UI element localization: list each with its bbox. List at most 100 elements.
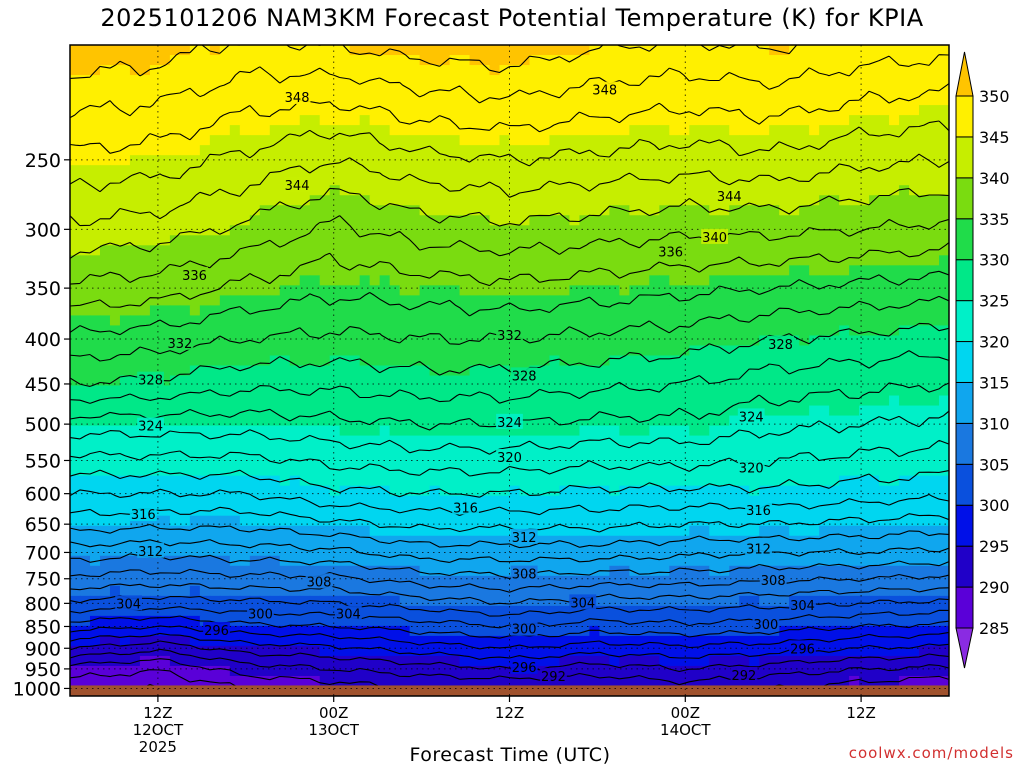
theta-fill-cell <box>539 55 551 66</box>
theta-fill-cell <box>729 245 740 256</box>
theta-fill-cell <box>579 295 591 306</box>
theta-fill-cell <box>429 225 441 236</box>
theta-fill-cell <box>289 285 301 296</box>
theta-fill-cell <box>179 535 191 547</box>
theta-fill-cell <box>179 185 191 196</box>
theta-fill-cell <box>329 135 341 146</box>
theta-fill-cell <box>349 105 361 116</box>
theta-fill-cell <box>559 255 571 266</box>
theta-fill-cell <box>559 115 571 126</box>
theta-fill-cell <box>559 505 571 517</box>
theta-fill-cell <box>909 365 920 377</box>
theta-fill-cell <box>239 565 251 577</box>
theta-fill-cell <box>669 425 680 437</box>
theta-fill-cell <box>789 95 800 106</box>
theta-fill-cell <box>70 295 81 306</box>
theta-fill-cell <box>519 95 531 106</box>
theta-fill-cell <box>409 585 421 597</box>
theta-fill-cell <box>239 175 251 186</box>
theta-fill-cell <box>789 275 800 286</box>
theta-fill-cell <box>899 425 910 437</box>
theta-fill-cell <box>229 165 241 176</box>
theta-fill-cell <box>179 445 191 457</box>
theta-fill-cell <box>729 585 740 597</box>
theta-fill-cell <box>359 395 371 407</box>
theta-fill-cell <box>699 415 710 427</box>
theta-fill-cell <box>419 85 431 96</box>
theta-fill-cell <box>70 305 81 317</box>
theta-fill-cell <box>939 345 949 357</box>
theta-fill-cell <box>529 105 541 116</box>
theta-fill-cell <box>709 105 720 116</box>
theta-fill-cell <box>809 185 820 196</box>
theta-fill-cell <box>299 165 311 176</box>
theta-fill-cell <box>379 465 391 477</box>
theta-fill-cell <box>899 145 910 156</box>
theta-fill-cell <box>879 265 890 276</box>
theta-fill-cell <box>589 265 600 276</box>
theta-fill-cell <box>529 95 541 106</box>
theta-fill-cell <box>789 195 800 206</box>
theta-fill-cell <box>379 275 391 286</box>
theta-fill-cell <box>809 505 820 517</box>
theta-fill-cell <box>369 65 381 76</box>
theta-fill-cell <box>289 135 301 146</box>
theta-fill-cell <box>129 365 141 377</box>
theta-fill-cell <box>179 145 191 156</box>
theta-fill-cell <box>409 75 421 86</box>
theta-fill-cell <box>319 565 331 577</box>
theta-fill-cell <box>169 295 181 306</box>
theta-fill-cell <box>589 545 600 557</box>
theta-fill-cell <box>289 405 301 417</box>
theta-fill-cell <box>199 75 211 86</box>
theta-fill-cell <box>759 355 770 367</box>
theta-fill-cell <box>229 285 241 296</box>
theta-fill-cell <box>549 315 561 327</box>
theta-fill-cell <box>369 45 381 56</box>
theta-fill-cell <box>819 485 830 497</box>
theta-fill-cell <box>239 425 251 437</box>
theta-fill-cell <box>449 405 461 417</box>
theta-fill-cell <box>579 255 591 266</box>
theta-fill-cell <box>169 425 181 437</box>
theta-fill-cell <box>359 305 371 317</box>
theta-fill-cell <box>359 415 371 427</box>
theta-fill-cell <box>929 335 940 347</box>
theta-fill-cell <box>209 165 221 176</box>
theta-fill-cell <box>579 545 591 557</box>
theta-fill-cell <box>459 315 471 327</box>
theta-fill-cell <box>939 445 949 457</box>
theta-fill-cell <box>369 585 381 597</box>
theta-fill-cell <box>929 275 940 286</box>
theta-fill-cell <box>689 475 700 487</box>
theta-fill-cell <box>199 315 211 327</box>
theta-fill-cell <box>329 425 341 437</box>
theta-fill-cell <box>179 295 191 306</box>
theta-fill-cell <box>389 365 401 377</box>
theta-fill-cell <box>439 465 451 477</box>
theta-fill-cell <box>809 205 820 216</box>
theta-fill-cell <box>479 305 491 317</box>
theta-fill-cell <box>589 565 600 577</box>
theta-fill-cell <box>389 285 401 296</box>
theta-fill-cell <box>809 165 820 176</box>
theta-fill-cell <box>499 105 511 116</box>
theta-fill-cell <box>609 295 620 306</box>
theta-fill-cell <box>279 365 291 377</box>
theta-fill-cell <box>139 205 151 216</box>
theta-fill-cell <box>479 255 491 266</box>
theta-fill-cell <box>389 305 401 317</box>
theta-fill-cell <box>169 535 181 547</box>
theta-fill-cell <box>849 415 860 427</box>
theta-fill-cell <box>259 545 271 557</box>
theta-fill-cell <box>929 515 940 527</box>
theta-fill-cell <box>679 335 690 347</box>
theta-fill-cell <box>419 265 431 276</box>
theta-fill-cell <box>699 45 710 56</box>
theta-fill-cell <box>709 215 720 226</box>
theta-fill-cell <box>459 135 471 146</box>
theta-fill-cell <box>159 235 171 246</box>
theta-fill-cell <box>449 285 461 296</box>
theta-fill-cell <box>579 575 591 587</box>
theta-fill-cell <box>649 335 660 347</box>
